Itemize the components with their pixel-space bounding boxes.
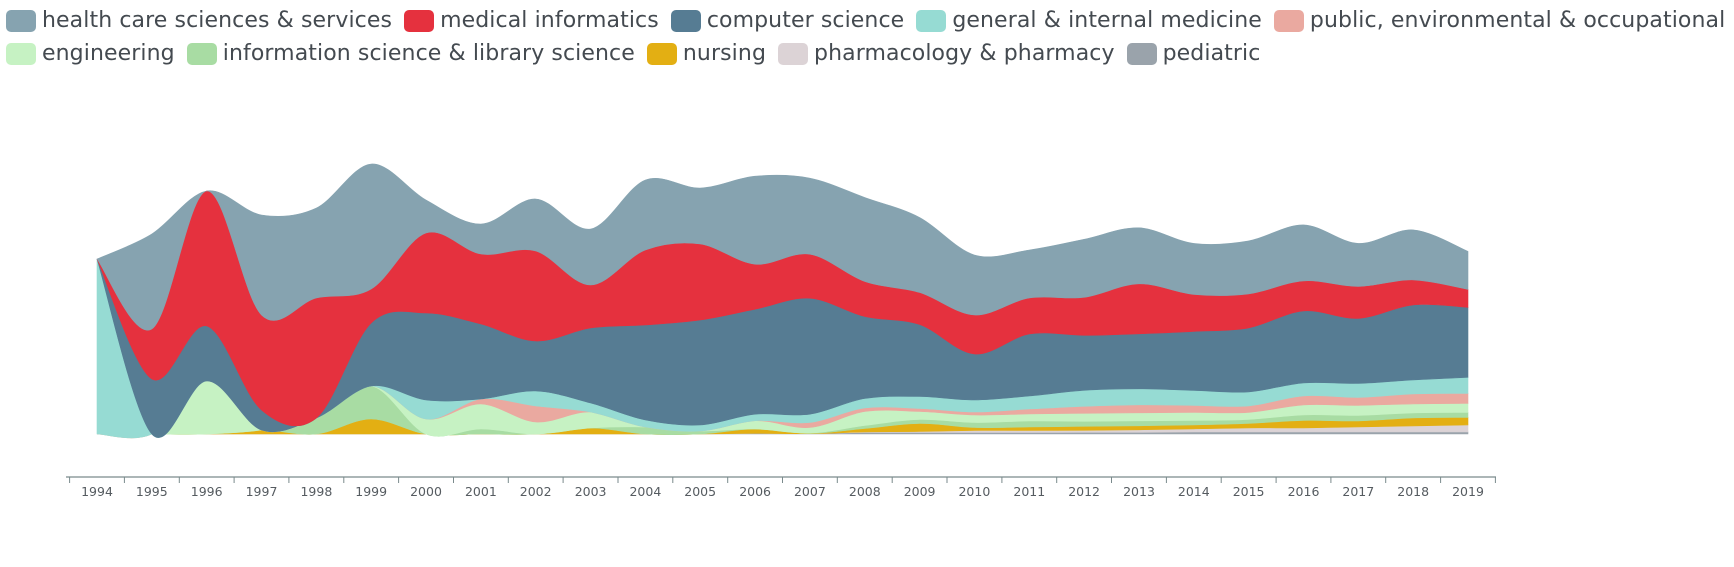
x-tick-label: 2014	[1178, 484, 1210, 499]
x-tick-label: 1995	[136, 484, 168, 499]
legend-item-engineering[interactable]: engineering	[6, 41, 175, 66]
x-tick-label: 1996	[191, 484, 223, 499]
x-tick-label: 2005	[684, 484, 716, 499]
legend-swatch-general-internal-medicine	[916, 9, 947, 32]
x-tick-label: 2006	[739, 484, 771, 499]
x-tick-label: 2019	[1452, 484, 1484, 499]
x-tick-label: 2015	[1233, 484, 1265, 499]
x-tick-label: 2016	[1288, 484, 1320, 499]
legend-item-computer-science[interactable]: computer science	[670, 8, 905, 33]
legend-item-pharmacology[interactable]: pharmacology & pharmacy	[778, 41, 1115, 66]
x-axis: 1994 1995 1996 1997 1998 1999 2000 2001 2002 2003…	[66, 476, 1496, 499]
x-tick-label: 2007	[794, 484, 826, 499]
x-tick-label: 2012	[1068, 484, 1100, 499]
legend-item-information-science[interactable]: information science & library science	[186, 41, 635, 66]
legend-swatch-pediatric	[1126, 42, 1157, 65]
legend-row-2: engineering information science & librar…	[6, 37, 1726, 70]
stream-layers	[96, 163, 1469, 439]
legend-label-nursing: nursing	[682, 41, 767, 66]
stream-layer-health-care-sciences-services[interactable]	[96, 163, 1469, 331]
legend-label-information-science: information science & library science	[222, 41, 635, 66]
legend-label-computer-science: computer science	[706, 8, 905, 33]
legend: health care sciences & services medical …	[6, 4, 1734, 70]
x-tick-label: 2001	[465, 484, 497, 499]
legend-swatch-computer-science	[670, 9, 701, 32]
legend-swatch-medical-informatics	[404, 9, 435, 32]
legend-swatch-engineering	[6, 42, 36, 65]
legend-item-medical-informatics[interactable]: medical informatics	[404, 8, 659, 33]
x-tick-label: 2009	[904, 484, 936, 499]
legend-swatch-pharmacology	[778, 42, 809, 65]
legend-label-health-care: health care sciences & services	[42, 8, 393, 33]
legend-swatch-public-health	[1273, 9, 1304, 32]
legend-label-engineering: engineering	[42, 41, 175, 66]
legend-label-medical-informatics: medical informatics	[440, 8, 659, 33]
x-tick-label: 1998	[300, 484, 332, 499]
x-tick-label: 2018	[1397, 484, 1429, 499]
x-tick-label: 2000	[410, 484, 442, 499]
legend-item-public-health[interactable]: public, environmental & occupational hea…	[1273, 8, 1734, 33]
legend-swatch-information-science	[186, 42, 217, 65]
x-axis-ticks: 1994 1995 1996 1997 1998 1999 2000 2001 2002 2003…	[69, 477, 1496, 499]
x-tick-label: 2011	[1013, 484, 1045, 499]
legend-label-pediatric: pediatric	[1162, 41, 1261, 66]
x-tick-label: 2002	[520, 484, 552, 499]
x-tick-label: 2010	[958, 484, 990, 499]
legend-swatch-health-care	[6, 9, 36, 32]
x-tick-label: 1999	[355, 484, 387, 499]
x-tick-label: 2008	[849, 484, 881, 499]
legend-item-health-care[interactable]: health care sciences & services	[6, 8, 392, 33]
x-tick-label: 2013	[1123, 484, 1155, 499]
x-tick-label: 1994	[81, 484, 113, 499]
x-tick-label: 2003	[575, 484, 607, 499]
legend-row-1: health care sciences & services medical …	[6, 4, 1734, 37]
legend-swatch-nursing	[646, 42, 677, 65]
legend-label-pharmacology: pharmacology & pharmacy	[814, 41, 1115, 66]
legend-item-nursing[interactable]: nursing	[646, 41, 767, 66]
legend-item-general-internal-medicine[interactable]: general & internal medicine	[916, 8, 1262, 33]
legend-label-general-internal-medicine: general & internal medicine	[952, 8, 1262, 33]
x-tick-label: 2004	[629, 484, 661, 499]
x-tick-label: 2017	[1342, 484, 1374, 499]
legend-label-public-health: public, environmental & occupational hea…	[1309, 8, 1734, 33]
x-tick-label: 1997	[246, 484, 278, 499]
legend-item-pediatric[interactable]: pediatric	[1126, 41, 1261, 66]
